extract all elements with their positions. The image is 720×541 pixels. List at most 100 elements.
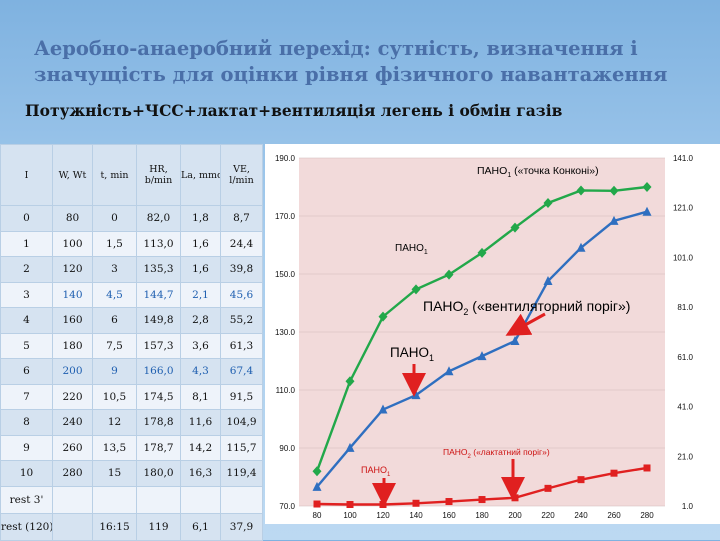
table-cell: 119 [136, 512, 181, 541]
table-cell: 200 [52, 358, 93, 385]
data-point-triangle [642, 206, 652, 216]
y-right-tick-label: 101.0 [673, 253, 694, 262]
annotation-pano1-ventilation: ПАНО1 [390, 345, 434, 363]
table-cell: 10 [0, 460, 53, 487]
x-tick-label: 100 [343, 511, 357, 520]
table-cell: 61,3 [220, 332, 263, 359]
table-cell: 180 [52, 332, 93, 359]
annotation-pano1-lactate: ПАНО1 [361, 465, 391, 478]
table-cell: 1,5 [92, 230, 137, 257]
data-point-square [610, 469, 618, 477]
table-cell: 13,5 [92, 434, 137, 461]
table-cell: 2 [0, 256, 53, 283]
data-point-triangle [543, 276, 553, 286]
data-point-diamond [642, 182, 652, 192]
table-cell: 280 [52, 460, 93, 487]
annotation-pano1-konkoni: ПАНО1 («точка Конконі») [477, 165, 599, 179]
data-point-square [313, 500, 321, 508]
table-cell: 8,7 [220, 205, 263, 232]
table-row: rest (120) 16:15 119 6,1 37,9 [0, 512, 263, 541]
table-row: 9 260 13,5 178,7 14,2 115,7 [0, 434, 263, 461]
table-cell: 115,7 [220, 434, 263, 461]
table-cell: 1 [0, 230, 53, 257]
table-cell: 1,6 [180, 230, 221, 257]
y-left-tick-label: 190.0 [275, 154, 296, 163]
table-header-row: I W, Wt t, min HR, b/min La, mmol/l VE, … [0, 144, 263, 206]
y-left-tick-label: 130.0 [275, 328, 296, 337]
header-cell: W, Wt [52, 144, 93, 206]
table-cell: 144,7 [136, 281, 181, 308]
x-tick-label: 140 [409, 511, 423, 520]
header-cell: La, mmol/l [180, 144, 221, 206]
y-left-tick-label: 170.0 [275, 212, 296, 221]
data-point-triangle [444, 366, 454, 376]
table-cell: 12 [92, 409, 137, 436]
x-tick-label: 200 [508, 511, 522, 520]
annotation-pano2-lactate: ПАНО2 («лактатний поріг») [443, 447, 550, 460]
y-right-tick-label: 41.0 [677, 403, 693, 412]
table-cell: 2,8 [180, 307, 221, 334]
data-point-diamond [477, 247, 487, 258]
table-cell: 4,3 [180, 358, 221, 385]
table-row: 2 120 3 135,3 1,6 39,8 [0, 256, 263, 283]
table-cell: 8,1 [180, 383, 221, 410]
table-cell: 9 [92, 358, 137, 385]
table-row: 0 80 0 82,0 1,8 8,7 [0, 205, 263, 232]
data-point-square [577, 476, 585, 484]
table-cell: 0 [92, 205, 137, 232]
data-point-triangle [312, 481, 322, 491]
header-cell: VE, l/min [220, 144, 263, 206]
data-point-triangle [576, 242, 586, 252]
table-cell: 100 [52, 230, 93, 257]
table-cell: 3,6 [180, 332, 221, 359]
table-row: 3 140 4,5 144,7 2,1 45,6 [0, 281, 263, 308]
data-point-diamond [543, 197, 553, 208]
table-cell: 15 [92, 460, 137, 487]
data-point-square [445, 498, 453, 506]
data-point-triangle [510, 335, 520, 345]
data-point-diamond [510, 222, 520, 233]
table-cell: 149,8 [136, 307, 181, 334]
header-cell: I [0, 144, 53, 206]
table-cell: 2,1 [180, 281, 221, 308]
table-cell: 113,0 [136, 230, 181, 257]
data-table: I W, Wt t, min HR, b/min La, mmol/l VE, … [0, 144, 263, 541]
table-row: 5 180 7,5 157,3 3,6 61,3 [0, 332, 263, 359]
y-left-tick-label: 70.0 [279, 502, 295, 511]
table-cell: 104,9 [220, 409, 263, 436]
table-cell: 11,6 [180, 409, 221, 436]
data-point-square [643, 464, 651, 472]
y-right-tick-label: 81.0 [677, 303, 693, 312]
table-cell: 157,3 [136, 332, 181, 359]
data-point-triangle [609, 215, 619, 225]
data-point-diamond [345, 376, 355, 387]
table-row: 1 100 1,5 113,0 1,6 24,4 [0, 230, 263, 257]
table-cell: 24,4 [220, 230, 263, 257]
y-right-tick-label: 141.0 [673, 154, 694, 163]
data-point-diamond [378, 311, 388, 322]
data-point-triangle [477, 351, 487, 361]
table-cell [92, 485, 137, 514]
table-cell: 16,3 [180, 460, 221, 487]
data-point-diamond [609, 185, 619, 196]
table-cell: 6,1 [180, 512, 221, 541]
table-cell: 82,0 [136, 205, 181, 232]
y-left-tick-label: 150.0 [275, 270, 296, 279]
table-cell: 6 [92, 307, 137, 334]
y-right-tick-label: 121.0 [673, 204, 694, 213]
data-point-square [478, 496, 486, 504]
table-cell: 6 [0, 358, 53, 385]
y-left-tick-label: 110.0 [276, 386, 296, 395]
data-point-diamond [576, 185, 586, 196]
table-cell: rest 3' [0, 485, 53, 514]
table-cell: 91,5 [220, 383, 263, 410]
table-cell: 240 [52, 409, 93, 436]
slide-subtitle: Потужність+ЧСС+лактат+вентиляція легень … [25, 101, 563, 120]
table-cell: 4,5 [92, 281, 137, 308]
table-cell: 120 [52, 256, 93, 283]
data-point-triangle [378, 404, 388, 414]
table-cell [52, 512, 93, 541]
arrow-pano2-ventilation [505, 312, 546, 336]
table-cell: 140 [52, 281, 93, 308]
table-row: 10 280 15 180,0 16,3 119,4 [0, 460, 263, 487]
